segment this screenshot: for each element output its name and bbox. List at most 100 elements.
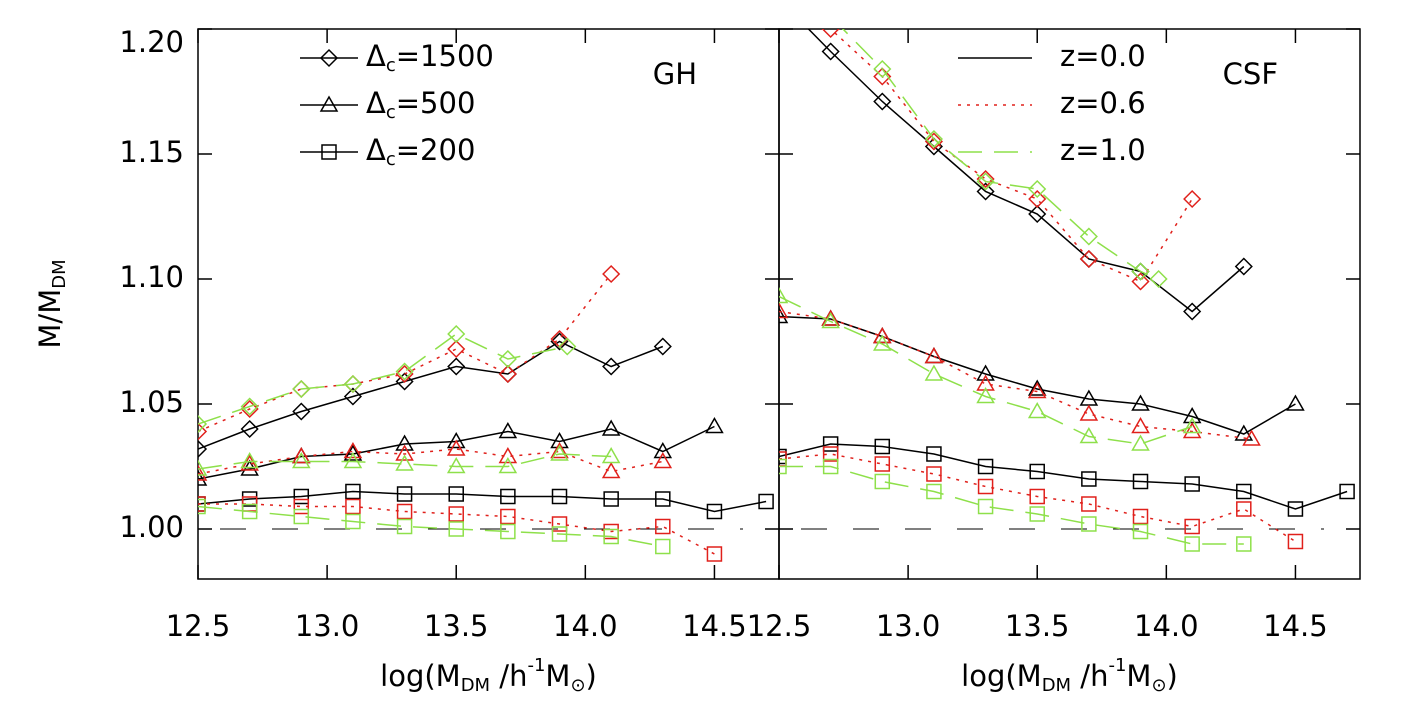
marker-square xyxy=(396,518,413,535)
series-line xyxy=(198,453,612,470)
marker-square xyxy=(1236,483,1252,500)
marker-square xyxy=(1132,523,1149,540)
y-tick-label: 1.00 xyxy=(119,510,184,544)
marker-diamond xyxy=(1131,262,1150,281)
marker-triangle xyxy=(779,306,789,324)
marker-diamond xyxy=(292,379,311,399)
x-tick-label: 13.0 xyxy=(295,609,360,643)
marker-square xyxy=(822,436,839,452)
marker-triangle xyxy=(872,326,892,344)
marker-triangle xyxy=(601,446,621,464)
marker-triangle xyxy=(1079,426,1099,444)
marker-diamond xyxy=(1079,227,1098,246)
legend-text: =1500 xyxy=(396,39,494,73)
marker-square xyxy=(500,488,516,505)
marker-square xyxy=(241,503,258,520)
marker-triangle xyxy=(395,454,414,471)
marker-square xyxy=(293,498,310,515)
marker-triangle xyxy=(343,451,363,469)
x-axis-label-part: M xyxy=(1126,659,1151,693)
marker-square xyxy=(1081,471,1097,487)
marker-square xyxy=(1081,496,1097,512)
marker-diamond xyxy=(924,129,943,149)
marker-diamond xyxy=(873,92,892,111)
plot-frame xyxy=(197,28,780,580)
legend-marker xyxy=(321,144,337,160)
marker-square xyxy=(706,546,723,562)
marker-square xyxy=(293,508,310,525)
marker-triangle xyxy=(198,459,208,476)
series-line xyxy=(779,443,1348,510)
x-axis-label: log(MDM /h-1M⊙) xyxy=(380,655,597,696)
legend-label: z=0.6 xyxy=(1060,86,1146,120)
marker-square xyxy=(1184,518,1200,535)
legend-symbol: Δ xyxy=(366,86,386,120)
marker-square xyxy=(551,488,568,505)
marker-square xyxy=(977,458,994,475)
legend-sub: c xyxy=(386,149,396,170)
marker-triangle xyxy=(240,454,259,471)
y-axis-label-part: M/M xyxy=(33,289,67,349)
marker-diamond xyxy=(447,357,466,376)
marker-triangle xyxy=(1234,424,1254,441)
series-line xyxy=(198,448,663,475)
marker-square xyxy=(655,518,671,535)
marker-square xyxy=(822,446,839,462)
marker-triangle xyxy=(498,421,518,439)
legend-symbol: Δ xyxy=(366,39,386,73)
x-tick-label: 14.0 xyxy=(553,609,618,643)
plot-area xyxy=(198,264,774,562)
marker-diamond xyxy=(1079,249,1098,269)
marker-square xyxy=(448,521,464,537)
marker-diamond xyxy=(602,357,621,376)
series-line xyxy=(198,273,612,433)
x-tick-label: 14.5 xyxy=(1263,609,1328,643)
series-line xyxy=(198,505,663,548)
marker-square xyxy=(1132,473,1149,490)
series-line xyxy=(807,29,1245,313)
marker-diamond xyxy=(1149,269,1168,289)
x-axis-label-part: /h xyxy=(1071,659,1108,693)
marker-square xyxy=(758,493,774,510)
x-axis-label-part: -1 xyxy=(527,655,545,676)
marker-diamond xyxy=(1028,204,1047,224)
marker-square xyxy=(396,486,413,502)
marker-square xyxy=(779,458,787,475)
y-axis-label-part: DM xyxy=(49,259,70,288)
marker-triangle xyxy=(198,469,208,486)
marker-diamond xyxy=(821,42,840,61)
series-line xyxy=(198,340,664,450)
marker-square xyxy=(1132,508,1149,525)
marker-triangle xyxy=(498,446,518,464)
series-line xyxy=(779,453,1296,543)
marker-square xyxy=(1029,506,1045,522)
marker-diamond xyxy=(395,364,414,384)
marker-diamond xyxy=(602,264,621,284)
marker-triangle xyxy=(1242,429,1261,446)
marker-triangle xyxy=(343,444,363,461)
legend-marker xyxy=(319,95,339,112)
marker-triangle xyxy=(976,386,995,404)
marker-diamond xyxy=(240,399,259,419)
marker-triangle xyxy=(779,301,789,319)
marker-triangle xyxy=(550,441,569,459)
marker-square xyxy=(345,513,361,530)
marker-triangle xyxy=(1027,381,1047,399)
x-axis-label-part: ) xyxy=(586,659,597,693)
series-line xyxy=(841,29,1159,280)
x-axis-label-part: log(M xyxy=(961,659,1042,693)
x-tick-label: 13.5 xyxy=(1005,609,1070,643)
legend-marker xyxy=(319,48,339,68)
marker-diamond xyxy=(873,67,892,86)
marker-square xyxy=(1081,516,1097,532)
marker-triangle xyxy=(446,456,466,474)
legend-label: z=0.0 xyxy=(1060,39,1146,73)
x-tick-label: 12.5 xyxy=(747,609,812,643)
marker-square xyxy=(345,498,361,515)
marker-triangle xyxy=(446,439,466,456)
x-tick-label: 14.0 xyxy=(1134,609,1199,643)
series-line xyxy=(779,295,1193,445)
marker-diamond xyxy=(343,387,362,406)
marker-square xyxy=(198,498,206,515)
legend-label: z=1.0 xyxy=(1060,133,1146,167)
